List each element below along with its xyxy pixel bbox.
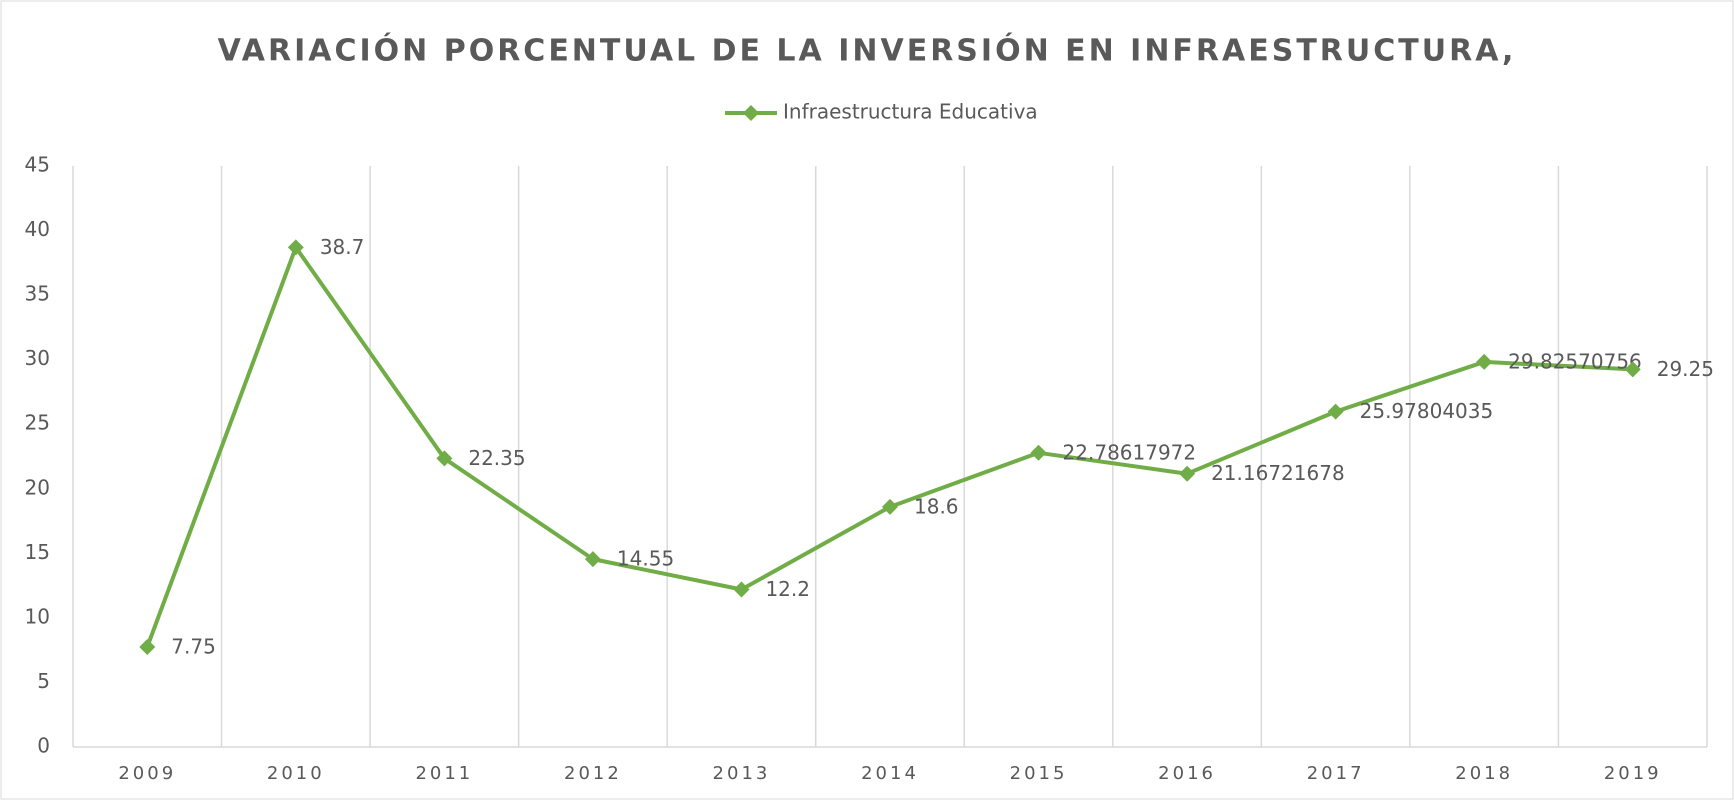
data-point bbox=[1327, 403, 1344, 420]
data-point bbox=[139, 638, 156, 655]
data-point bbox=[1030, 444, 1047, 461]
data-point bbox=[436, 450, 453, 467]
data-label: 38.7 bbox=[320, 235, 365, 259]
x-tick-label: 2009 bbox=[118, 763, 176, 784]
data-point bbox=[882, 498, 898, 515]
data-label: 25.97804035 bbox=[1360, 399, 1494, 423]
x-tick-label: 2011 bbox=[415, 763, 473, 784]
legend-marker bbox=[743, 105, 759, 121]
data-label: 14.55 bbox=[617, 547, 674, 571]
data-point bbox=[1624, 361, 1641, 378]
data-label: 21.16721678 bbox=[1211, 461, 1345, 485]
data-label: 22.35 bbox=[468, 446, 525, 470]
data-point bbox=[1179, 465, 1196, 482]
y-tick-label: 30 bbox=[25, 346, 50, 370]
y-tick-label: 0 bbox=[37, 734, 50, 758]
data-label: 29.82570756 bbox=[1508, 349, 1642, 373]
x-tick-label: 2016 bbox=[1158, 763, 1216, 784]
data-point bbox=[733, 581, 750, 598]
y-tick-label: 25 bbox=[25, 411, 50, 435]
x-tick-label: 2019 bbox=[1604, 763, 1662, 784]
x-tick-label: 2012 bbox=[564, 763, 622, 784]
data-label: 18.6 bbox=[914, 494, 959, 518]
legend-label: Infraestructura Educativa bbox=[783, 100, 1038, 124]
data-label: 22.78617972 bbox=[1063, 440, 1197, 464]
y-tick-label: 40 bbox=[25, 217, 50, 241]
y-tick-label: 45 bbox=[25, 153, 50, 177]
data-label: 29.25 bbox=[1657, 357, 1714, 381]
y-tick-label: 15 bbox=[25, 540, 50, 564]
data-point bbox=[1476, 353, 1493, 370]
y-tick-label: 35 bbox=[25, 282, 50, 306]
data-point bbox=[584, 551, 601, 568]
chart-title: VARIACIÓN PORCENTUAL DE LA INVERSIÓN EN … bbox=[218, 32, 1517, 69]
y-tick-label: 20 bbox=[25, 475, 50, 499]
x-tick-label: 2014 bbox=[861, 763, 919, 784]
y-tick-label: 5 bbox=[37, 669, 50, 693]
x-tick-label: 2018 bbox=[1455, 763, 1513, 784]
x-tick-label: 2015 bbox=[1010, 763, 1068, 784]
data-point bbox=[287, 239, 304, 256]
x-tick-label: 2010 bbox=[267, 763, 325, 784]
data-label: 12.2 bbox=[765, 577, 810, 601]
y-tick-label: 10 bbox=[25, 604, 50, 628]
x-tick-label: 2013 bbox=[713, 763, 771, 784]
x-tick-label: 2017 bbox=[1307, 763, 1365, 784]
data-label: 7.75 bbox=[171, 634, 216, 658]
